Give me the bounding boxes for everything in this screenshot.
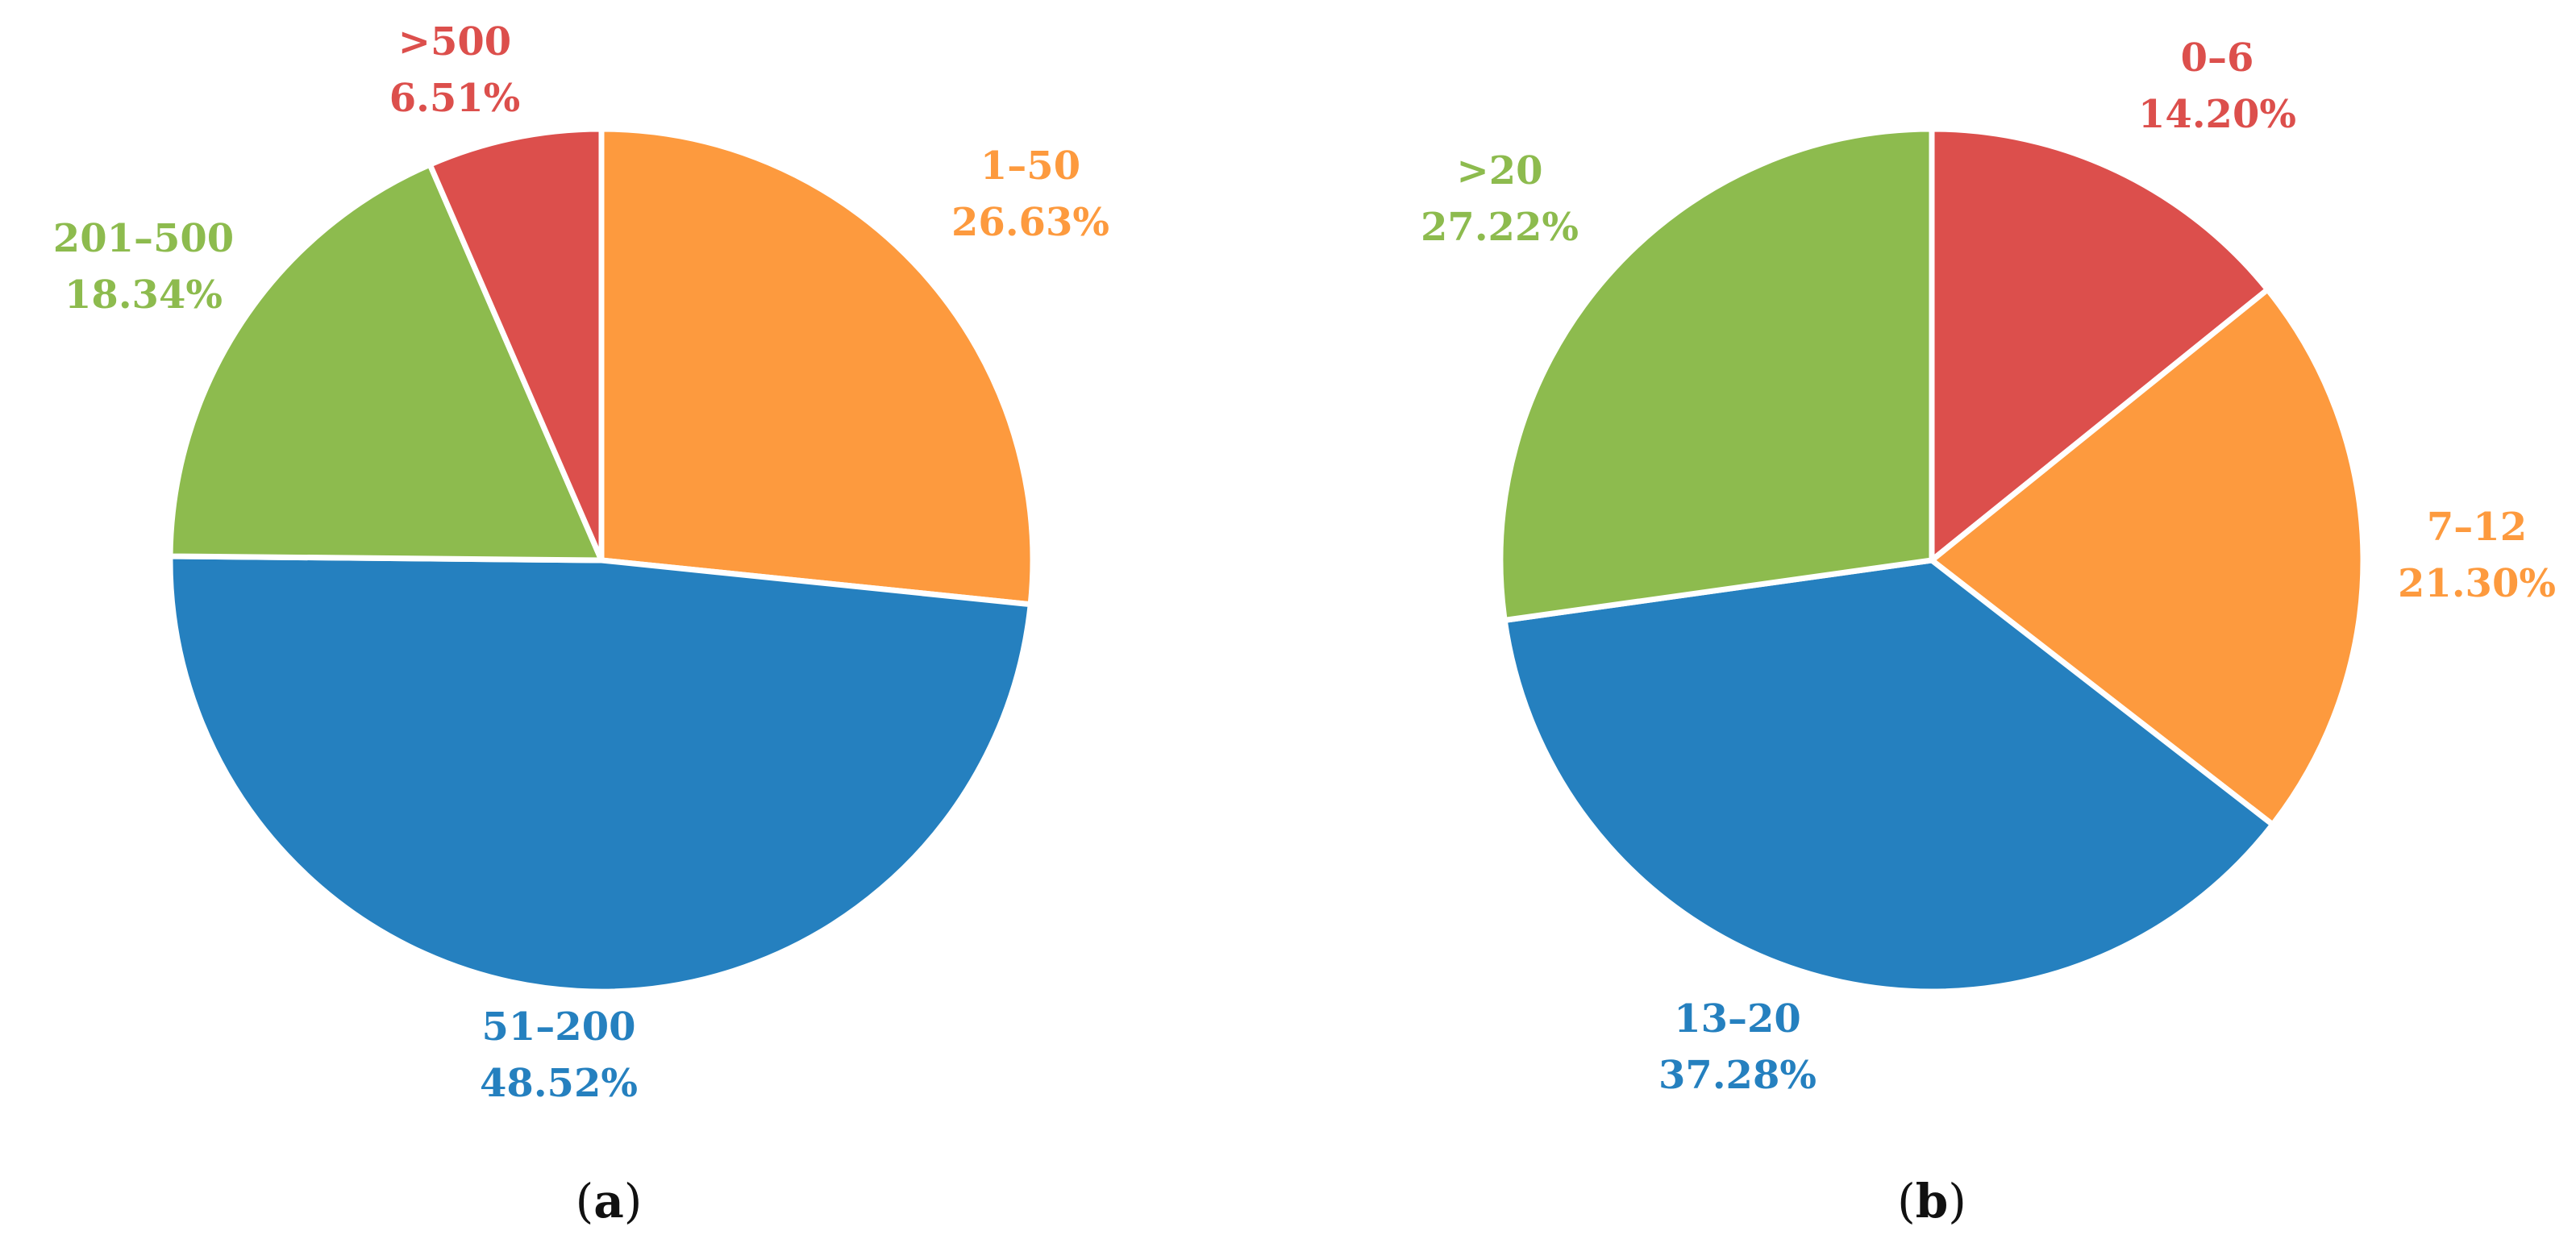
pie-chart-b: 0–6 14.20% 7–12 21.30% 13–20 37.28% >20 27.22%: [1421, 35, 2556, 1098]
slice-percent-label: 18.34%: [65, 272, 223, 318]
slice-percent-label: 26.63%: [951, 200, 1109, 245]
slice-category-label: 1–50: [980, 143, 1080, 189]
slice-category-label: 51–200: [482, 1004, 636, 1050]
slice-percent-label: 48.52%: [480, 1061, 638, 1106]
pie-slice: [427, 126, 605, 563]
slice-label: >20 27.22%: [1421, 148, 1579, 250]
pie-slice: [167, 161, 605, 563]
pie-slice: [598, 126, 1036, 608]
pie-slice: [1929, 286, 2366, 828]
slice-label: 13–20 37.28%: [1658, 996, 1817, 1098]
panel-caption-b: (b): [1897, 1174, 1966, 1229]
slice-label: 51–200 48.52%: [480, 1004, 638, 1106]
pie-slice: [1929, 126, 2270, 563]
slice-category-label: >500: [398, 19, 511, 64]
slice-category-label: 0–6: [2181, 35, 2254, 81]
slice-percent-label: 6.51%: [389, 76, 521, 121]
slice-label: 1–50 26.63%: [951, 143, 1109, 245]
slice-label: >500 6.51%: [389, 19, 521, 121]
panel-caption-a: (a): [576, 1174, 643, 1229]
slice-label: 201–500 18.34%: [53, 216, 234, 318]
slice-percent-label: 14.20%: [2138, 92, 2296, 137]
pie-slice: [167, 553, 1034, 995]
slice-category-label: 201–500: [53, 216, 234, 261]
pie-slice: [1501, 557, 2276, 995]
pie-chart-a: 1–50 26.63% 51–200 48.52% 201–500 18.34% >500 6…: [53, 19, 1109, 1106]
slice-percent-label: 21.30%: [2398, 561, 2556, 606]
slice-label: 7–12 21.30%: [2398, 505, 2556, 606]
slice-percent-label: 27.22%: [1421, 205, 1579, 250]
slice-percent-label: 37.28%: [1658, 1053, 1817, 1098]
slice-category-label: 13–20: [1674, 996, 1801, 1042]
pie-slice: [1497, 126, 1935, 623]
panel-letter-b: b: [1916, 1174, 1949, 1229]
slice-category-label: 7–12: [2427, 505, 2527, 550]
slice-category-label: >20: [1456, 148, 1542, 193]
slice-label: 0–6 14.20%: [2138, 35, 2296, 137]
panel-letter-a: a: [593, 1174, 624, 1229]
